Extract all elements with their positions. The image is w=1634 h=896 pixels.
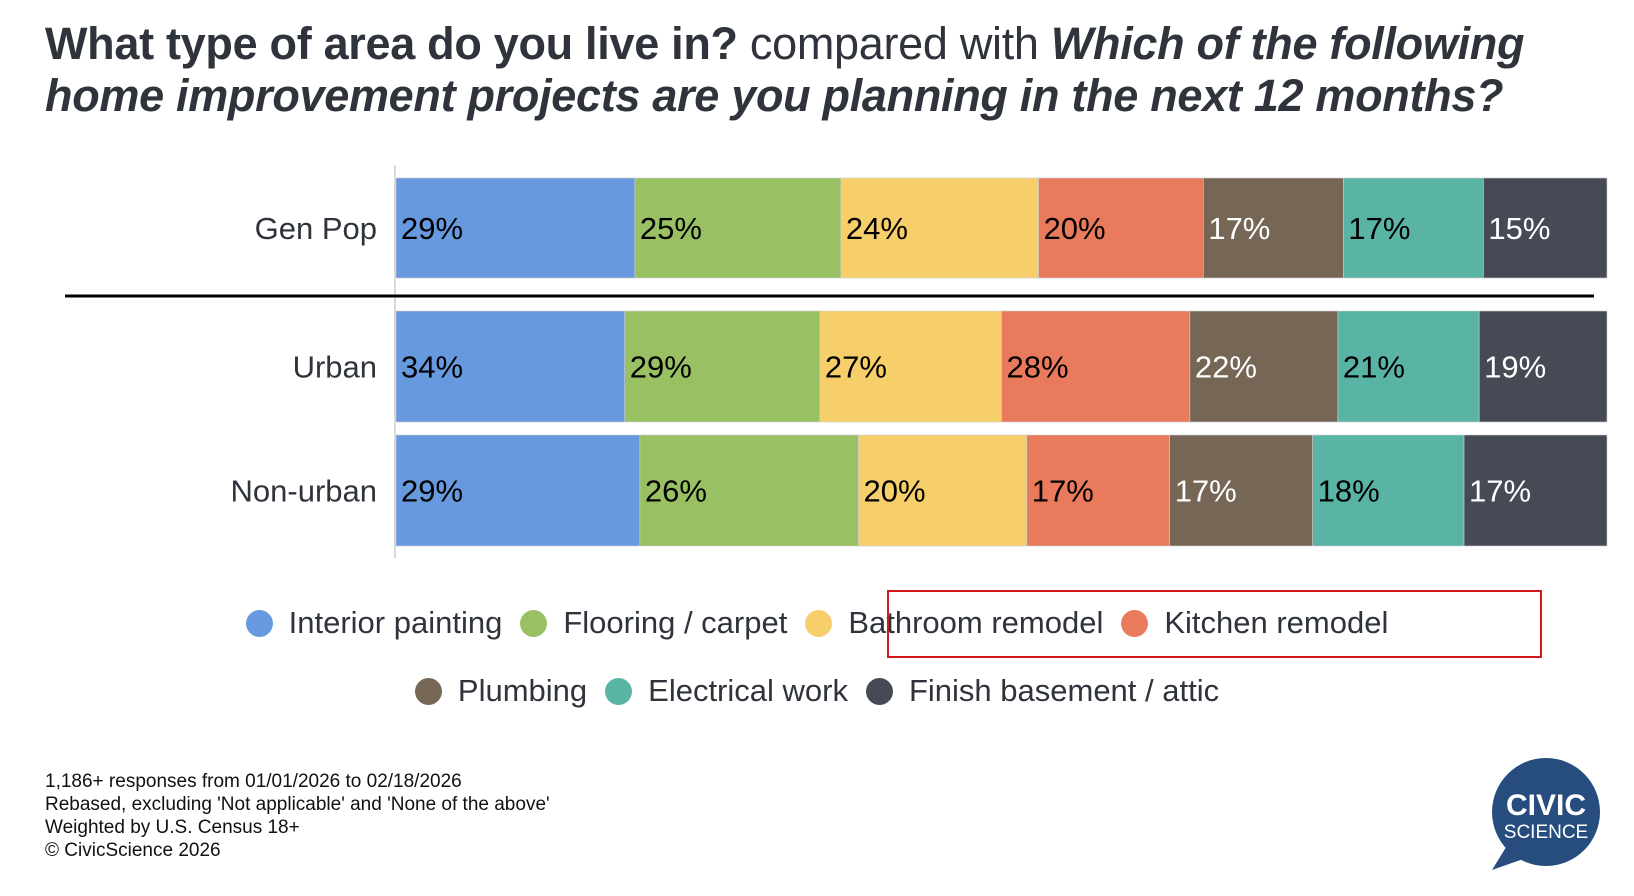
bar-segment [1169, 434, 1313, 547]
title-connector: compared with [737, 18, 1051, 69]
bar-segment [1001, 310, 1191, 423]
bar-segment [1312, 434, 1465, 547]
category-label: Gen Pop [255, 211, 377, 246]
legend-swatch [245, 609, 273, 637]
legend-item: Flooring / carpet [520, 605, 787, 641]
bar-segment [1026, 434, 1170, 547]
bar-segment [1483, 177, 1608, 279]
bar-segment [395, 177, 636, 279]
bar-segment [819, 310, 1002, 423]
chart-title: What type of area do you live in? compar… [45, 18, 1625, 122]
bar-segment [1189, 310, 1339, 423]
footnotes: 1,186+ responses from 01/01/2026 to 02/1… [45, 770, 550, 862]
data-label: 29% [401, 474, 463, 509]
data-label: 17% [1348, 211, 1410, 246]
bar-segment [639, 434, 859, 547]
legend-item: Kitchen remodel [1121, 605, 1388, 641]
data-label: 17% [1032, 474, 1094, 509]
data-label: 20% [1044, 211, 1106, 246]
bar-segment [1478, 310, 1608, 423]
legend-swatch [865, 677, 893, 705]
data-label: 34% [401, 350, 463, 385]
data-label: 25% [640, 211, 702, 246]
footnote-responses: 1,186+ responses from 01/01/2026 to 02/1… [45, 771, 462, 792]
category-label: Urban [293, 350, 377, 385]
data-label: 26% [645, 474, 707, 509]
bar-segment [840, 177, 1039, 279]
bar-segment [624, 310, 821, 423]
bar-segment [1337, 310, 1480, 423]
legend-item: Electrical work [605, 673, 848, 709]
bar-segment [1343, 177, 1484, 279]
data-label: 29% [401, 211, 463, 246]
logo-text-science: SCIENCE [1504, 822, 1588, 843]
data-label: 28% [1007, 350, 1069, 385]
legend-label: Interior painting [288, 605, 503, 640]
data-label: 17% [1175, 474, 1237, 509]
legend-row-1: Interior painting Flooring / carpet Bathro… [0, 605, 1634, 641]
bar-segment [858, 434, 1028, 547]
title-question-2: Which of the following home improvement … [45, 18, 1525, 121]
legend-label: Kitchen remodel [1164, 605, 1389, 640]
legend-label: Electrical work [648, 673, 848, 708]
bar-segment [1463, 434, 1608, 547]
bar-segment [1203, 177, 1344, 279]
legend-swatch [605, 677, 633, 705]
legend-item: Finish basement / attic [865, 673, 1220, 709]
legend-label: Finish basement / attic [908, 673, 1220, 708]
data-label: 20% [864, 474, 926, 509]
data-label: 27% [825, 350, 887, 385]
legend-highlight-box [887, 590, 1542, 658]
legend-swatch [805, 609, 833, 637]
data-label: 15% [1488, 211, 1550, 246]
logo-text-civic: CIVIC [1506, 789, 1586, 822]
bar-segment [395, 434, 641, 547]
legend-item: Bathroom remodel [805, 605, 1103, 641]
bar-segment [395, 310, 626, 423]
legend-label: Plumbing [457, 673, 588, 708]
legend-row-2: Plumbing Electrical work Finish basement /… [0, 673, 1634, 709]
footnote-copyright: © CivicScience 2026 [45, 840, 221, 861]
legend-item: Interior painting [245, 605, 503, 641]
footnote-weighting: Weighted by U.S. Census 18+ [45, 817, 300, 838]
data-label: 24% [846, 211, 908, 246]
data-label: 18% [1318, 474, 1380, 509]
footnote-rebased: Rebased, excluding 'Not applicable' and … [45, 794, 550, 815]
data-label: 17% [1208, 211, 1270, 246]
data-label: 29% [630, 350, 692, 385]
category-label: Non-urban [231, 474, 377, 509]
title-question-1: What type of area do you live in? [45, 18, 738, 69]
data-label: 19% [1484, 350, 1546, 385]
legend-item: Plumbing [414, 673, 588, 709]
legend-swatch [1121, 609, 1149, 637]
data-label: 21% [1343, 350, 1405, 385]
legend-swatch [520, 609, 548, 637]
legend-swatch [414, 677, 442, 705]
data-label: 22% [1195, 350, 1257, 385]
legend-label: Bathroom remodel [848, 605, 1104, 640]
civicscience-logo: CIVIC SCIENCE [1492, 758, 1600, 870]
data-label: 17% [1469, 474, 1531, 509]
legend-label: Flooring / carpet [563, 605, 788, 640]
